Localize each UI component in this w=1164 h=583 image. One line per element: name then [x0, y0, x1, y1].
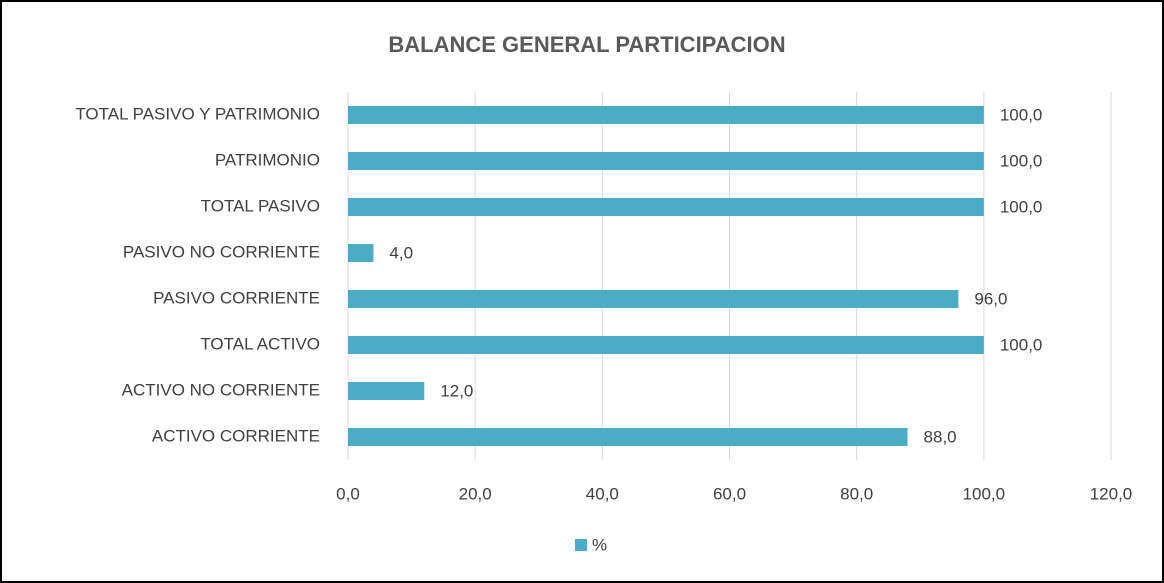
y-tick-label: ACTIVO CORRIENTE: [152, 426, 320, 445]
y-tick-label: PASIVO NO CORRIENTE: [123, 242, 320, 261]
y-tick-label: PASIVO CORRIENTE: [153, 288, 320, 307]
value-label: 100,0: [1000, 197, 1043, 216]
x-tick-label: 60,0: [713, 484, 746, 503]
x-tick-label: 100,0: [963, 484, 1006, 503]
value-label: 12,0: [440, 381, 473, 400]
y-tick-label: TOTAL PASIVO Y PATRIMONIO: [75, 104, 320, 123]
x-tick-label: 20,0: [459, 484, 492, 503]
bar: [348, 198, 984, 216]
value-label: 100,0: [1000, 105, 1043, 124]
bar: [348, 428, 908, 446]
bar: [348, 106, 984, 124]
x-tick-label: 40,0: [586, 484, 619, 503]
x-tick-label: 80,0: [840, 484, 873, 503]
legend-swatch: [575, 539, 587, 551]
bar: [348, 244, 374, 262]
bar: [348, 152, 984, 170]
bar: [348, 336, 984, 354]
bar: [348, 382, 425, 400]
y-tick-label: TOTAL ACTIVO: [200, 334, 320, 353]
x-tick-label: 120,0: [1090, 484, 1133, 503]
chart-title: BALANCE GENERAL PARTICIPACION: [388, 32, 785, 57]
value-label: 100,0: [1000, 335, 1043, 354]
bar: [348, 290, 959, 308]
value-label: 96,0: [974, 289, 1007, 308]
value-label: 88,0: [924, 427, 957, 446]
x-tick-label: 0,0: [336, 484, 360, 503]
y-tick-label: TOTAL PASIVO: [201, 196, 320, 215]
value-label: 4,0: [389, 243, 413, 262]
y-tick-label: ACTIVO NO CORRIENTE: [122, 380, 320, 399]
value-label: 100,0: [1000, 151, 1043, 170]
legend-label: %: [592, 535, 607, 554]
y-tick-label: PATRIMONIO: [215, 150, 320, 169]
